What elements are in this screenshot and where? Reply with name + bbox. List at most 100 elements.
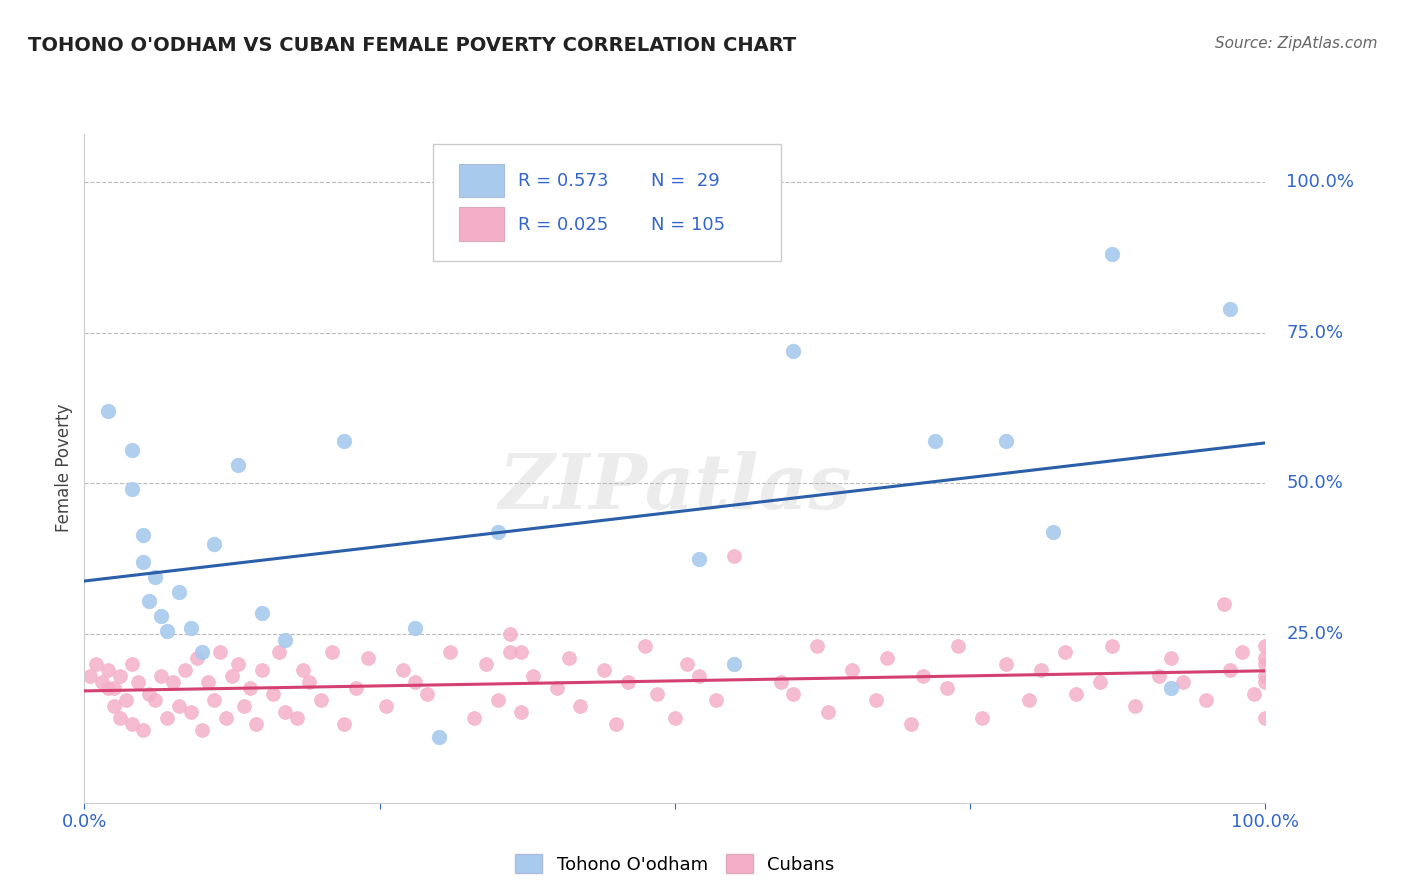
Point [121, 483, 143, 497]
Point [274, 706, 297, 720]
Point [876, 651, 898, 665]
Point [1018, 693, 1040, 707]
Point [634, 639, 657, 653]
FancyBboxPatch shape [458, 164, 503, 197]
Point [486, 693, 509, 707]
Point [1195, 693, 1218, 707]
Point [215, 711, 238, 725]
Point [143, 570, 166, 584]
Text: N =  29: N = 29 [651, 171, 720, 190]
Text: ZIPatlas: ZIPatlas [498, 451, 852, 525]
Point [1053, 645, 1076, 659]
Text: 25.0%: 25.0% [1286, 625, 1344, 643]
Point [416, 687, 439, 701]
Point [392, 663, 415, 677]
Point [1254, 711, 1277, 725]
Point [404, 621, 426, 635]
Point [138, 687, 160, 701]
Point [841, 663, 863, 677]
Point [291, 663, 314, 677]
Point [1254, 669, 1277, 683]
Point [344, 681, 367, 696]
Text: N = 105: N = 105 [651, 216, 725, 234]
Point [1254, 657, 1277, 672]
Point [138, 594, 160, 608]
Point [924, 434, 946, 449]
Text: R = 0.573: R = 0.573 [517, 171, 609, 190]
Point [593, 663, 616, 677]
Point [557, 651, 579, 665]
Point [970, 711, 993, 725]
Point [173, 663, 195, 677]
Point [132, 723, 155, 738]
Point [114, 693, 136, 707]
Point [1219, 301, 1241, 316]
Point [522, 669, 544, 683]
Point [1125, 699, 1147, 714]
Point [510, 706, 533, 720]
Point [1101, 247, 1123, 261]
Point [498, 627, 520, 641]
Point [103, 681, 125, 696]
Point [162, 675, 184, 690]
Point [269, 645, 291, 659]
Point [510, 645, 533, 659]
Point [475, 657, 498, 672]
Point [180, 706, 202, 720]
Point [309, 693, 332, 707]
Point [1147, 669, 1170, 683]
Point [688, 551, 710, 566]
Point [1160, 651, 1182, 665]
Point [167, 585, 190, 599]
Point [226, 657, 249, 672]
Point [427, 730, 450, 744]
Point [84, 657, 107, 672]
Point [191, 723, 214, 738]
Point [900, 717, 922, 731]
Point [150, 669, 173, 683]
Point [132, 527, 155, 541]
Point [782, 687, 804, 701]
Point [108, 711, 131, 725]
Point [245, 717, 267, 731]
Point [546, 681, 568, 696]
Point [1254, 639, 1277, 653]
Point [675, 657, 697, 672]
Y-axis label: Female Poverty: Female Poverty [55, 404, 73, 533]
Point [935, 681, 957, 696]
Point [121, 717, 143, 731]
Point [226, 458, 249, 473]
Point [150, 609, 173, 624]
Point [132, 555, 155, 569]
Point [239, 681, 262, 696]
Point [202, 693, 225, 707]
Point [221, 669, 243, 683]
Point [298, 675, 321, 690]
Point [374, 699, 396, 714]
Point [1254, 651, 1277, 665]
Point [333, 434, 356, 449]
Point [127, 675, 149, 690]
Point [948, 639, 970, 653]
Text: 50.0%: 50.0% [1286, 475, 1343, 492]
Point [274, 633, 297, 648]
Point [994, 434, 1017, 449]
Point [197, 675, 219, 690]
Point [994, 657, 1017, 672]
Point [250, 663, 273, 677]
Point [645, 687, 668, 701]
Point [121, 657, 143, 672]
Point [167, 699, 190, 714]
Point [250, 606, 273, 620]
Point [1160, 681, 1182, 696]
Point [1230, 645, 1253, 659]
Point [463, 711, 485, 725]
Point [79, 669, 101, 683]
Point [186, 651, 208, 665]
Text: R = 0.025: R = 0.025 [517, 216, 607, 234]
Point [262, 687, 284, 701]
Text: Source: ZipAtlas.com: Source: ZipAtlas.com [1215, 36, 1378, 51]
Point [285, 711, 308, 725]
Point [439, 645, 461, 659]
Point [103, 699, 125, 714]
